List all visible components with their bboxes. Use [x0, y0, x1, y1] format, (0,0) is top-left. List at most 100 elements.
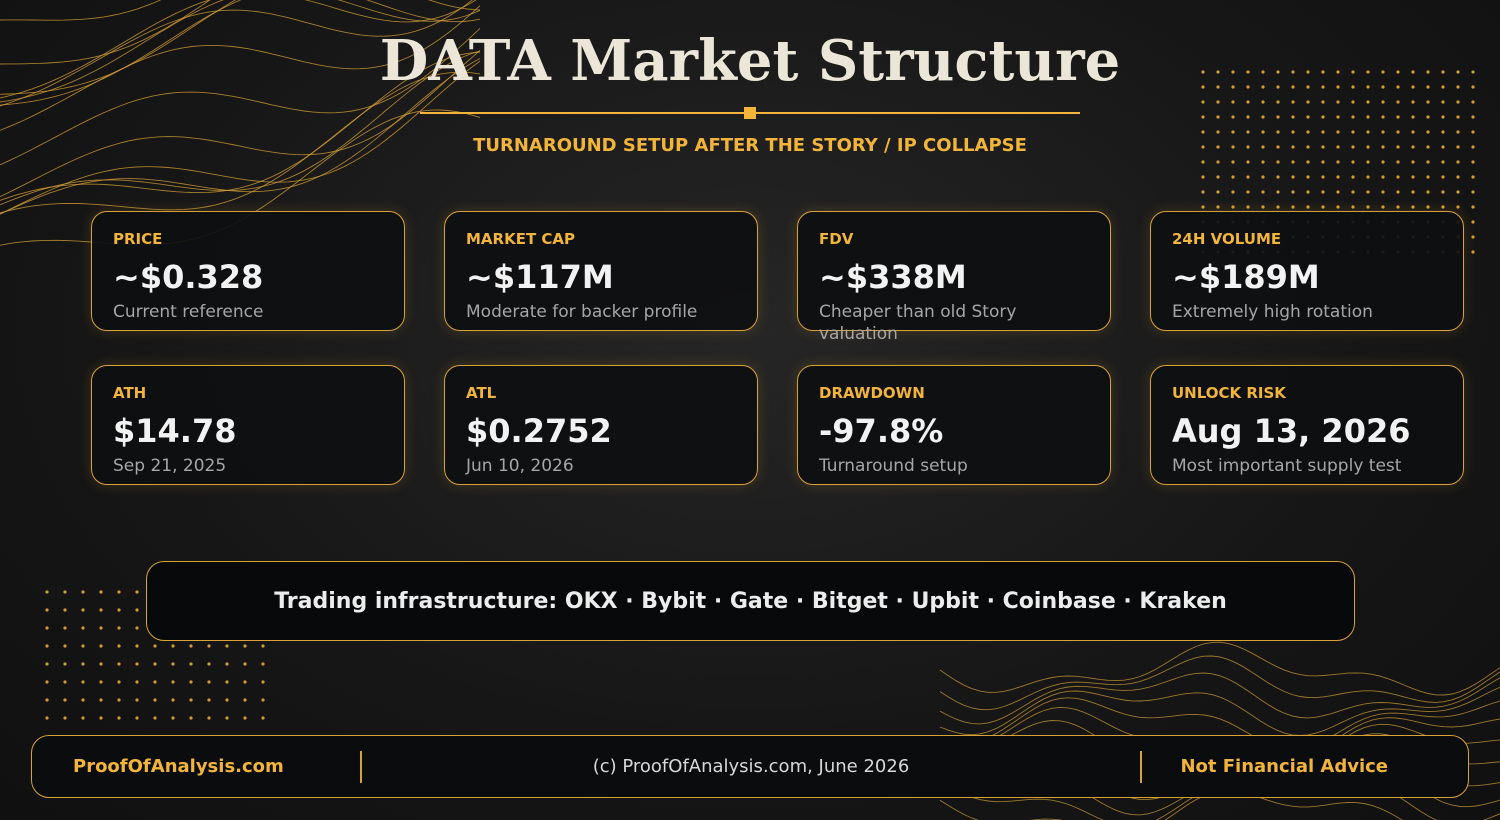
dot — [1441, 100, 1445, 104]
wave-line — [0, 58, 481, 215]
dot — [1261, 190, 1265, 194]
dot — [1381, 145, 1385, 149]
dot — [1216, 70, 1220, 74]
dot — [1276, 160, 1280, 164]
dot — [1381, 160, 1385, 164]
wave-line — [0, 0, 477, 99]
metric-value: ~$117M — [466, 258, 614, 296]
dot — [1306, 115, 1310, 119]
footer-divider — [360, 751, 362, 783]
dot — [1441, 175, 1445, 179]
dot — [1321, 190, 1325, 194]
dot — [1396, 100, 1400, 104]
metric-value: ~$0.328 — [113, 258, 264, 296]
dot — [1321, 160, 1325, 164]
dot — [1276, 85, 1280, 89]
dot — [1411, 205, 1415, 209]
dot — [1411, 85, 1415, 89]
dot — [135, 698, 139, 702]
dot — [1336, 70, 1340, 74]
dot — [1201, 85, 1205, 89]
dot — [1261, 100, 1265, 104]
dot — [81, 680, 85, 684]
dot — [117, 680, 121, 684]
dot — [1456, 70, 1460, 74]
dot — [1471, 175, 1475, 179]
dot — [1321, 145, 1325, 149]
dot — [261, 680, 265, 684]
metric-note: Sep 21, 2025 — [113, 456, 227, 476]
dot — [171, 662, 175, 666]
dot — [1321, 115, 1325, 119]
dot — [1291, 190, 1295, 194]
dot — [1351, 100, 1355, 104]
dot — [135, 608, 139, 612]
dot — [1246, 175, 1250, 179]
dot — [99, 644, 103, 648]
dot — [1306, 190, 1310, 194]
dot — [225, 662, 229, 666]
wave-line — [939, 697, 1500, 751]
dot — [1261, 115, 1265, 119]
dot — [1381, 115, 1385, 119]
dot — [1351, 145, 1355, 149]
dot — [1471, 85, 1475, 89]
dot — [1366, 100, 1370, 104]
dot — [1231, 85, 1235, 89]
dot — [1321, 175, 1325, 179]
dot — [45, 662, 49, 666]
dot — [207, 644, 211, 648]
dot — [1396, 115, 1400, 119]
dot — [81, 698, 85, 702]
dot — [1366, 85, 1370, 89]
dot — [1426, 130, 1430, 134]
wave-line — [0, 0, 473, 107]
dot — [1471, 235, 1475, 239]
dot — [1201, 160, 1205, 164]
dot — [1321, 70, 1325, 74]
dot — [1291, 205, 1295, 209]
dot — [81, 608, 85, 612]
dot — [171, 698, 175, 702]
dot — [63, 698, 67, 702]
dot — [1246, 205, 1250, 209]
dot — [1456, 130, 1460, 134]
dot — [1411, 160, 1415, 164]
dot — [1411, 175, 1415, 179]
dot — [1201, 70, 1205, 74]
dot — [1306, 160, 1310, 164]
metric-label: PRICE — [113, 230, 163, 248]
dot — [1291, 130, 1295, 134]
exchanges-box: Trading infrastructure: OKX · Bybit · Ga… — [146, 561, 1355, 641]
dot — [243, 716, 247, 720]
wave-line — [0, 0, 481, 103]
subtitle: TURNAROUND SETUP AFTER THE STORY / IP CO… — [473, 135, 1027, 156]
dot — [1231, 160, 1235, 164]
dot — [63, 644, 67, 648]
metric-card: FDV ~$338M Cheaper than old Story valuatio… — [797, 211, 1111, 344]
dot — [1426, 70, 1430, 74]
dot — [1351, 175, 1355, 179]
dot — [1291, 85, 1295, 89]
dot — [63, 626, 67, 630]
dot — [225, 716, 229, 720]
wave-line — [939, 686, 1500, 736]
wave-line — [0, 71, 481, 214]
wave-line — [0, 50, 481, 206]
dot — [153, 644, 157, 648]
dot — [1336, 190, 1340, 194]
metric-label: DRAWDOWN — [819, 384, 925, 402]
wave-line — [0, 0, 481, 95]
dot — [135, 644, 139, 648]
dot — [1441, 145, 1445, 149]
metric-note: Turnaround setup — [819, 456, 968, 476]
dot — [117, 626, 121, 630]
dot — [225, 644, 229, 648]
dot — [1201, 145, 1205, 149]
dot — [1306, 145, 1310, 149]
dot — [1261, 70, 1265, 74]
dot — [1306, 85, 1310, 89]
dot — [1366, 145, 1370, 149]
dot — [1261, 205, 1265, 209]
dot — [1306, 175, 1310, 179]
